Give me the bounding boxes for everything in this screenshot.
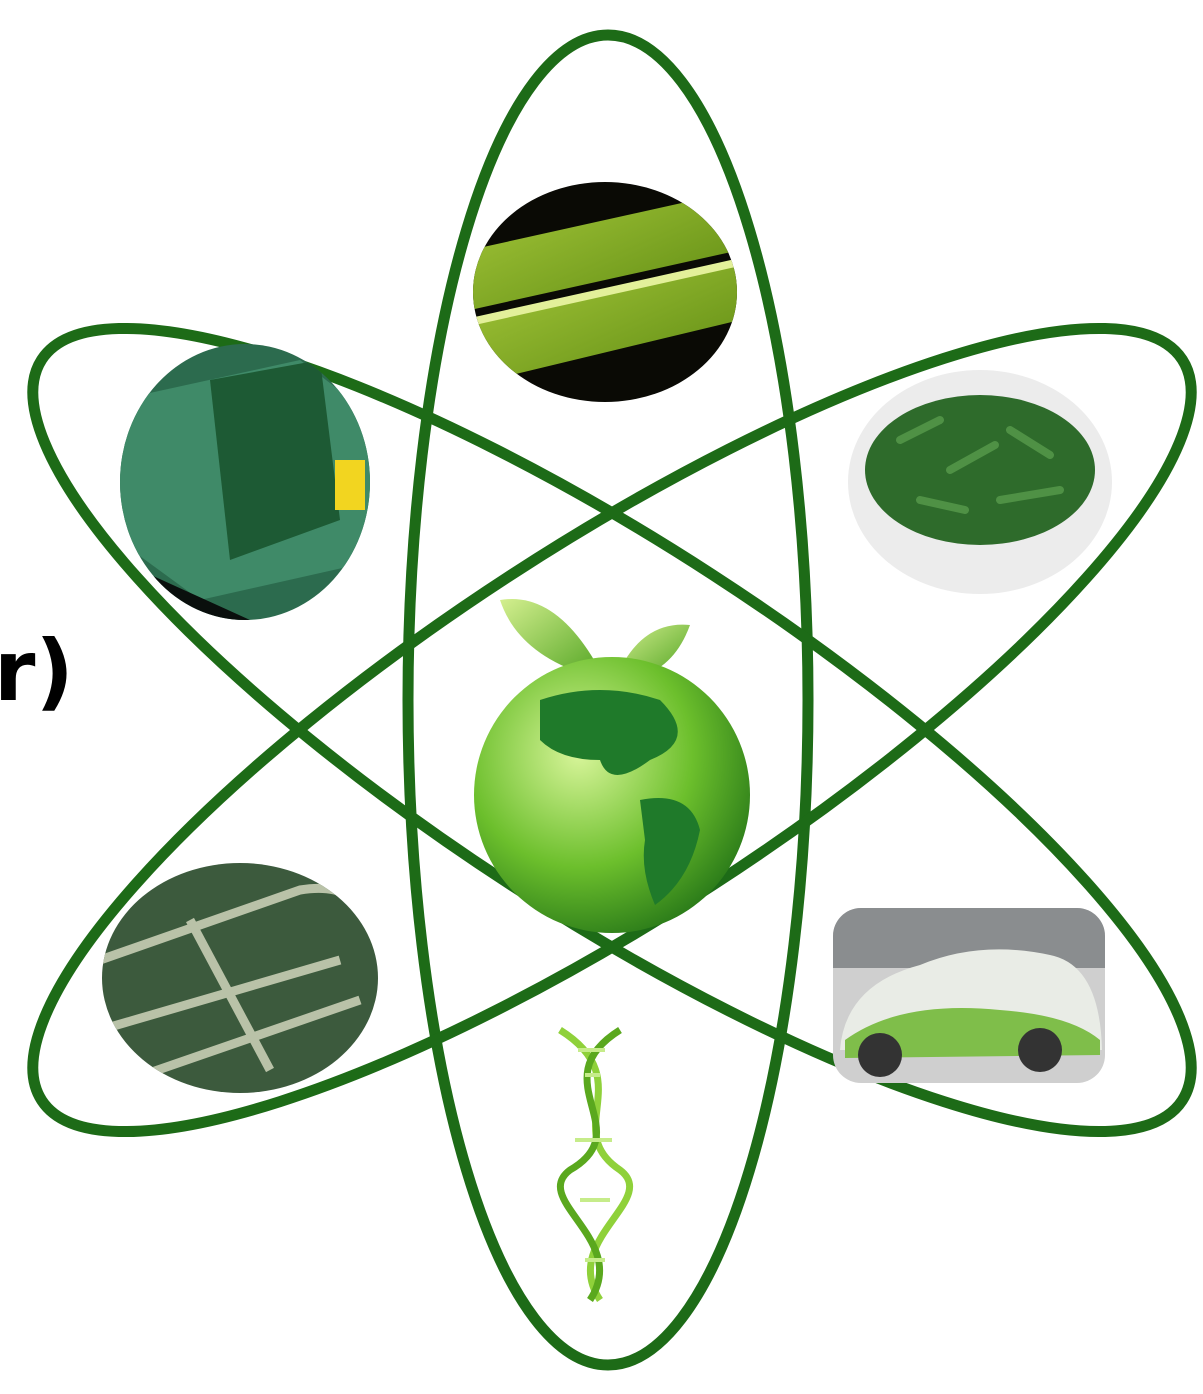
ponds-photo xyxy=(100,860,380,1095)
car-photo xyxy=(833,908,1105,1083)
dna xyxy=(560,1030,630,1300)
globe xyxy=(474,599,750,933)
capsules-photo xyxy=(845,370,1115,595)
text-fragment: r) xyxy=(0,622,74,720)
algae-photo xyxy=(470,180,740,405)
page: {"text": {"fragment": "r)"}} r) xyxy=(0,0,1203,1394)
illustration: r) xyxy=(0,0,1203,1394)
